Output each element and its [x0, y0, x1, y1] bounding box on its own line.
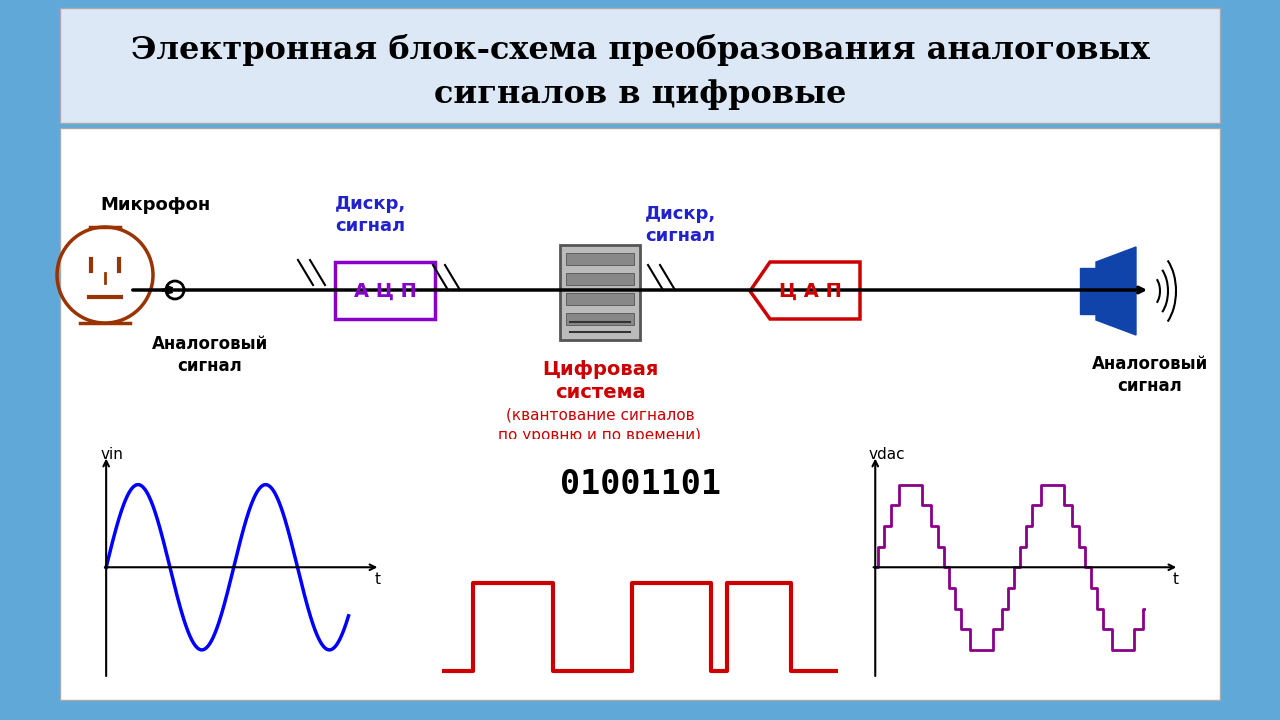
Text: vin: vin	[100, 447, 123, 462]
Polygon shape	[1096, 247, 1137, 335]
Bar	[561, 245, 640, 340]
Bar	[60, 128, 1220, 700]
Text: 01001101: 01001101	[559, 468, 721, 501]
Text: Микрофон: Микрофон	[100, 196, 210, 214]
Bar	[566, 313, 634, 325]
Text: Ц А П: Ц А П	[778, 282, 841, 300]
Bar	[60, 8, 1220, 123]
Text: Электронная блок-схема преобразования аналоговых: Электронная блок-схема преобразования ан…	[131, 34, 1149, 66]
Bar	[335, 262, 435, 319]
Polygon shape	[750, 262, 860, 319]
Text: сигналов в цифровые: сигналов в цифровые	[434, 79, 846, 110]
Text: Дискр,
сигнал: Дискр, сигнал	[644, 205, 716, 245]
Text: vdac: vdac	[869, 447, 905, 462]
Text: (квантование сигналов
по уровню и по времени): (квантование сигналов по уровню и по вре…	[498, 408, 701, 443]
Bar	[1080, 268, 1096, 314]
Text: t: t	[374, 572, 380, 587]
Text: Аналоговый
сигнал: Аналоговый сигнал	[152, 335, 268, 375]
Text: Аналоговый
сигнал: Аналоговый сигнал	[1092, 355, 1208, 395]
Bar	[566, 293, 634, 305]
Text: t: t	[1172, 572, 1179, 587]
Text: Дискр,
сигнал: Дискр, сигнал	[334, 195, 406, 235]
Bar	[566, 253, 634, 265]
Text: А Ц П: А Ц П	[353, 282, 416, 300]
Text: Цифровая
система: Цифровая система	[541, 360, 658, 402]
Bar	[566, 273, 634, 285]
